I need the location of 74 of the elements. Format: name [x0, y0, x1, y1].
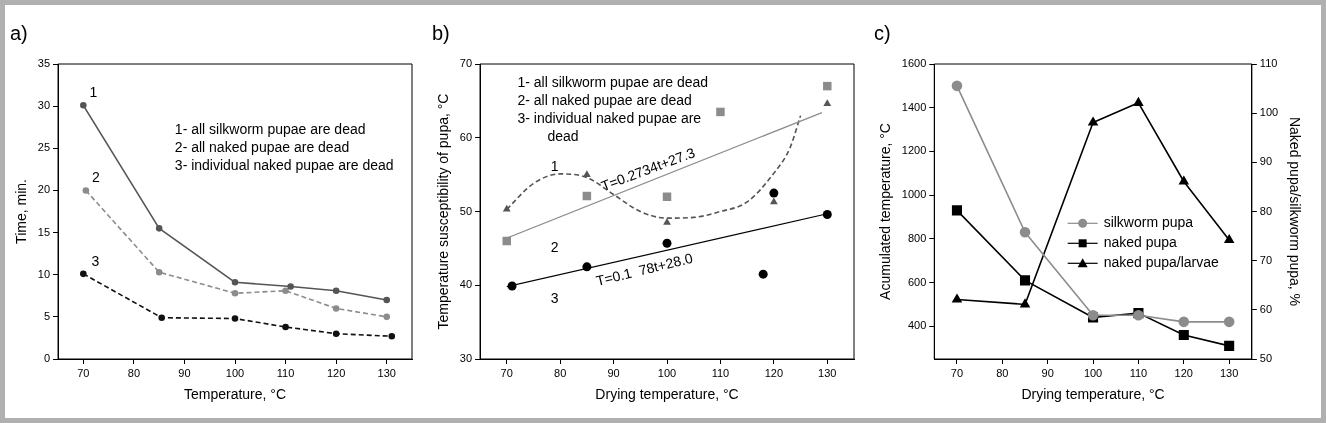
- y2-tick-label: 60: [1259, 302, 1273, 315]
- series-label: 1: [550, 157, 559, 174]
- y-tick-label: 0: [43, 351, 51, 364]
- annotation: T=0.1 78t+28.0: [594, 249, 695, 289]
- series-label: 2: [91, 168, 100, 185]
- y-axis-title: Acumulated temperature, °C: [877, 122, 894, 300]
- x-tick-label: 120: [1174, 366, 1193, 379]
- x-tick-label: 70: [950, 366, 964, 379]
- y2-tick-label: 50: [1259, 351, 1273, 364]
- x-tick-label: 130: [1219, 366, 1239, 379]
- series-label: 2: [550, 238, 559, 255]
- legend-label: silkworm pupa: [1103, 213, 1194, 230]
- x-tick-label: 110: [276, 366, 295, 379]
- x-tick-label: 90: [178, 366, 191, 379]
- y-tick-label: 70: [459, 56, 473, 69]
- x-tick-label: 80: [996, 366, 1009, 379]
- x-tick-label: 110: [1129, 366, 1148, 379]
- x-tick-label: 90: [1041, 366, 1054, 379]
- x-tick-label: 130: [377, 366, 396, 379]
- y2-tick-label: 70: [1259, 253, 1273, 266]
- y2-tick-label: 90: [1259, 154, 1273, 167]
- y-tick-label: 400: [907, 318, 927, 331]
- y2-tick-label: 100: [1259, 105, 1279, 118]
- y-tick-label: 35: [37, 56, 51, 69]
- annotation: 2- all naked pupae are dead: [517, 91, 692, 108]
- y-tick-label: 800: [907, 231, 927, 244]
- y-tick-label: 30: [37, 98, 51, 111]
- x-tick-label: 70: [500, 366, 513, 379]
- y-tick-label: 600: [907, 275, 927, 288]
- series-label: 3: [550, 289, 559, 306]
- y-tick-label: 1200: [901, 143, 927, 156]
- chart-title: a): [10, 21, 28, 44]
- x-tick-label: 70: [77, 366, 90, 379]
- chart-title: c): [874, 21, 891, 44]
- x-tick-label: 120: [764, 366, 784, 379]
- x-axis-title: Drying temperature, °C: [1021, 385, 1165, 402]
- y-tick-label: 25: [37, 140, 51, 153]
- x-tick-label: 100: [225, 366, 245, 379]
- annotation: 1- all silkworm pupae are dead: [517, 73, 709, 90]
- x-tick-label: 100: [657, 366, 677, 379]
- y-axis-title: Time, min.: [13, 178, 30, 244]
- x-tick-label: 90: [607, 366, 620, 379]
- x-axis-title: Drying temperature, °C: [595, 385, 739, 402]
- series-label: 1: [89, 83, 98, 100]
- annotation: 3- individual naked pupae are dead: [517, 109, 702, 144]
- y-tick-label: 5: [43, 309, 51, 322]
- y-tick-label: 60: [459, 130, 473, 143]
- x-tick-label: 130: [818, 366, 837, 379]
- x-axis-title: Temperature, °C: [183, 385, 287, 402]
- y-tick-label: 1600: [901, 56, 927, 69]
- y2-axis-title: Naked pupa/silkworm pupa, %: [1286, 116, 1303, 306]
- y-tick-label: 40: [459, 277, 473, 290]
- y-tick-label: 1000: [901, 187, 927, 200]
- x-tick-label: 120: [326, 366, 346, 379]
- legend-label: naked pupa/larvae: [1103, 253, 1220, 270]
- y-tick-label: 1400: [901, 100, 927, 113]
- y2-tick-label: 80: [1259, 204, 1273, 217]
- y-tick-label: 30: [459, 351, 473, 364]
- series-label: 3: [91, 252, 100, 269]
- y-tick-label: 15: [37, 225, 51, 238]
- annotation: 3- individual naked pupae are dead: [174, 156, 394, 173]
- x-tick-label: 100: [1083, 366, 1103, 379]
- annotation: 1- all silkworm pupae are dead: [174, 120, 366, 137]
- legend-label: naked pupa: [1103, 233, 1178, 250]
- y2-tick-label: 110: [1259, 56, 1278, 69]
- y-tick-label: 10: [37, 267, 51, 280]
- y-tick-label: 50: [459, 204, 473, 217]
- annotation: 2- all naked pupae are dead: [174, 138, 350, 155]
- x-tick-label: 110: [711, 366, 730, 379]
- y-axis-title: Temperature susceptibility of pupa, °C: [435, 93, 452, 329]
- y-tick-label: 20: [37, 182, 51, 195]
- x-tick-label: 80: [127, 366, 141, 379]
- chart-title: b): [432, 21, 450, 44]
- x-tick-label: 80: [554, 366, 567, 379]
